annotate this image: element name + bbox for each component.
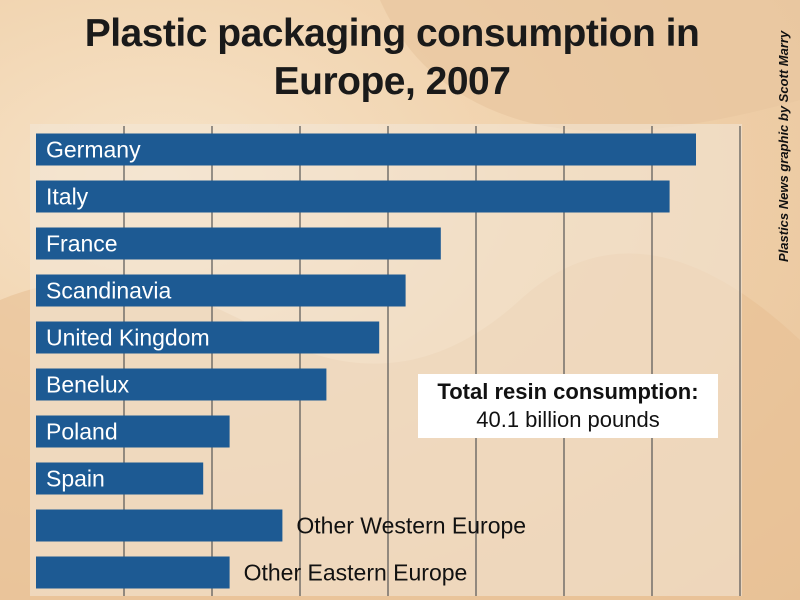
- bar: [36, 274, 406, 307]
- bar: [36, 321, 380, 354]
- category-label: France: [46, 231, 118, 257]
- annotation-text: 40.1 billion pounds: [476, 407, 660, 432]
- bar: [36, 368, 327, 401]
- bar: [36, 556, 230, 589]
- bar: [36, 509, 283, 542]
- category-label: Benelux: [46, 372, 130, 398]
- category-label: Poland: [46, 419, 118, 445]
- credit: Plastics News graphic by Scott Marry: [776, 30, 791, 262]
- chart-title: Plastic packaging consumption in Europe,…: [84, 12, 700, 103]
- bar: [36, 227, 441, 260]
- category-label: Scandinavia: [46, 278, 172, 304]
- map-shape: [380, 0, 800, 132]
- bar: [36, 415, 230, 448]
- bar: [36, 462, 204, 495]
- category-label: Germany: [46, 137, 141, 163]
- annotation-title: Total resin consumption:: [437, 379, 699, 404]
- bar: [36, 133, 696, 166]
- category-label: Italy: [46, 184, 89, 210]
- category-label: Other Eastern Europe: [244, 560, 468, 586]
- category-label: Spain: [46, 466, 105, 492]
- category-label: United Kingdom: [46, 325, 210, 351]
- category-label: Other Western Europe: [296, 513, 526, 539]
- bar: [36, 180, 670, 213]
- annotation: Total resin consumption: 40.1 billion po…: [418, 374, 718, 438]
